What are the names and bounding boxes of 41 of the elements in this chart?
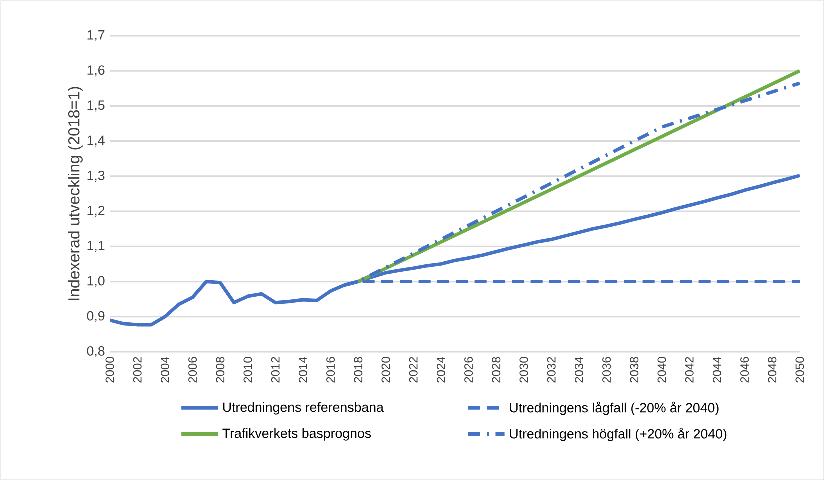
x-tick-label: 2014	[298, 357, 308, 383]
x-tick-label: 2046	[740, 357, 750, 383]
legend-label: Utredningens referensbana	[223, 402, 384, 415]
legend-label: Utredningens högfall (+20% år 2040)	[510, 428, 727, 442]
x-tick-label: 2036	[602, 357, 612, 383]
y-tick-label: 1,0	[88, 276, 105, 288]
x-tick-label: 2008	[216, 357, 225, 383]
x-tick-label: 2004	[160, 357, 170, 383]
x-tick-label: 2002	[133, 357, 142, 383]
x-tick-label: 2012	[271, 357, 280, 383]
x-tick-label: 2026	[464, 357, 474, 383]
y-tick-label: 1,2	[88, 206, 105, 218]
y-tick-label: 1,4	[88, 136, 105, 147]
x-tick-label: 2020	[382, 357, 390, 383]
y-tick-label: 1,6	[88, 66, 105, 77]
y-tick-label: 0,9	[87, 311, 105, 322]
legend-label: Trafikverkets basprognos	[222, 428, 372, 441]
y-tick-label: 1,3	[88, 170, 105, 182]
x-tick-label: 2034	[574, 357, 584, 383]
x-tick-label: 2030	[520, 357, 528, 383]
x-tick-label: 2044	[712, 357, 722, 383]
y-tick-label: 1,5	[88, 100, 105, 112]
x-tick-label: 2000	[106, 357, 114, 383]
x-tick-label: 2022	[409, 357, 418, 383]
y-axis-title: Indexerad utveckling (2018=1)	[68, 87, 83, 300]
x-tick-label: 2038	[630, 357, 639, 383]
x-tick-label: 2006	[188, 357, 198, 383]
x-tick-label: 2024	[436, 357, 446, 383]
y-tick-label: 0,8	[87, 346, 105, 358]
x-tick-label: 2050	[796, 357, 804, 383]
x-tick-label: 2040	[658, 357, 666, 383]
legend-label: Utredningens lågfall (-20% år 2040)	[510, 402, 719, 416]
x-tick-label: 2032	[547, 357, 556, 383]
x-tick-label: 2048	[768, 357, 777, 383]
y-tick-label: 1,1	[88, 241, 105, 252]
x-tick-label: 2018	[354, 357, 363, 383]
x-tick-label: 2028	[492, 357, 501, 383]
x-tick-label: 2042	[685, 357, 694, 383]
x-tick-label: 2016	[326, 357, 336, 383]
y-tick-label: 1,7	[88, 30, 105, 42]
x-tick-label: 2010	[244, 357, 252, 383]
